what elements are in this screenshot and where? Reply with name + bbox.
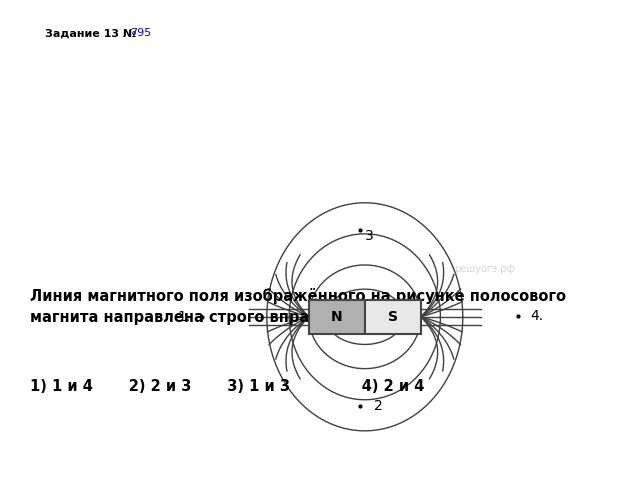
Text: 4.: 4.	[530, 309, 543, 323]
Text: 2: 2	[374, 398, 383, 413]
Text: 1) 1 и 4       2) 2 и 3       3) 1 и 3              4) 2 и 4: 1) 1 и 4 2) 2 и 3 3) 1 и 3 4) 2 и 4	[30, 379, 424, 394]
Bar	[308, 300, 421, 334]
Text: Линия магнитного поля изображённого на рисунке полосового
магнита направлена стр: Линия магнитного поля изображённого на р…	[30, 288, 566, 325]
Text: N: N	[331, 310, 342, 324]
Text: S: S	[388, 310, 398, 324]
Bar	[365, 300, 421, 334]
Text: решуогэ.рф: решуогэ.рф	[454, 264, 515, 274]
Text: 1.: 1.	[177, 310, 190, 324]
Bar	[308, 300, 365, 334]
Text: Задание 13 №: Задание 13 №	[45, 28, 136, 38]
Text: 795: 795	[130, 28, 151, 38]
Text: 3: 3	[365, 229, 373, 243]
